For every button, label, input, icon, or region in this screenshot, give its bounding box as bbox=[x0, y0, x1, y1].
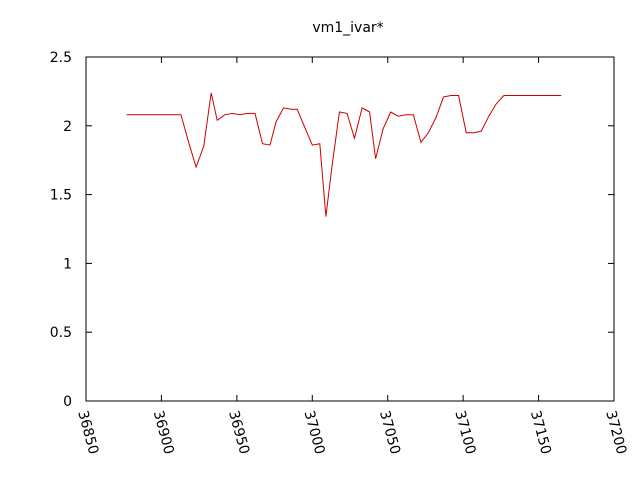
y-tick-label: 1.5 bbox=[50, 188, 72, 204]
x-tick-label: 36900 bbox=[150, 409, 177, 456]
axis-ticks bbox=[85, 56, 615, 402]
x-tick-label: 36950 bbox=[225, 409, 252, 456]
x-tick-label: 37000 bbox=[301, 409, 328, 456]
x-tick-label: 37050 bbox=[376, 409, 403, 456]
x-tick-label: 37150 bbox=[527, 409, 554, 456]
series-line bbox=[126, 92, 562, 217]
tick-labels: 0 0.5 1 1.5 2 2.5 36850 36900 36950 37000 37050 371… bbox=[50, 50, 630, 456]
y-tick-label: 1 bbox=[63, 256, 72, 272]
x-tick-label: 37100 bbox=[451, 409, 478, 456]
y-tick-label: 2.5 bbox=[50, 50, 72, 66]
y-tick-label: 0 bbox=[63, 394, 72, 410]
y-tick-label: 2 bbox=[63, 119, 72, 135]
y-tick-label: 0.5 bbox=[50, 325, 72, 341]
x-tick-label: 37200 bbox=[602, 409, 629, 456]
plot-area-frame bbox=[85, 56, 615, 402]
chart-title: vm1_ivar* bbox=[312, 20, 383, 36]
x-tick-label: 36850 bbox=[74, 409, 101, 456]
series-layer bbox=[126, 92, 562, 217]
